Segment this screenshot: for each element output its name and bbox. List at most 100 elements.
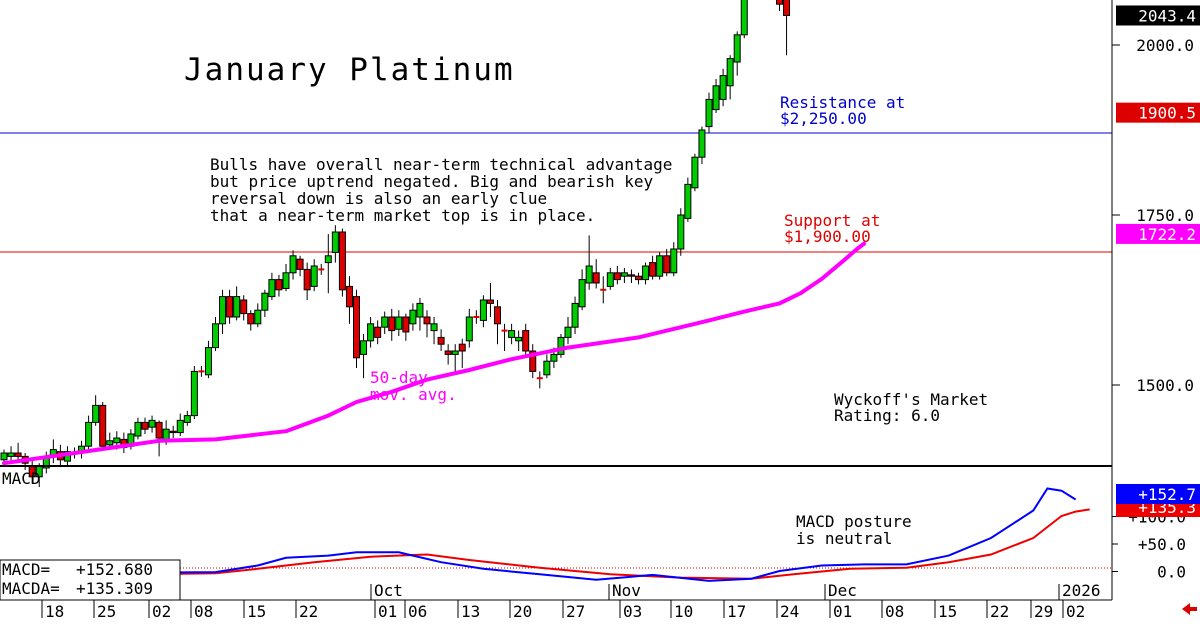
resistance-label-1: Resistance at [780, 93, 905, 112]
candle-body [684, 183, 692, 219]
candle-body [592, 272, 600, 284]
price-tag-support [1116, 102, 1200, 123]
candle-body [451, 350, 459, 355]
candle-body [423, 316, 431, 325]
candle-body [353, 296, 360, 359]
candle-body [430, 323, 438, 332]
candle-body [663, 255, 671, 274]
candle-body [733, 34, 741, 63]
candle-body [649, 262, 657, 277]
candle-body [670, 248, 678, 274]
date-tick-label: 25 [97, 602, 116, 621]
date-tick-label: 18 [45, 602, 64, 621]
resistance-label-2: $2,250.00 [780, 109, 867, 128]
macd-title: MACD [2, 469, 41, 488]
date-tick-label: 20 [513, 602, 532, 621]
date-tick-label: 01 [833, 602, 852, 621]
candle-body [183, 415, 191, 423]
candle-body [338, 231, 346, 291]
candle-body [226, 296, 234, 318]
macd-line [3, 487, 1077, 582]
candle-body [14, 452, 22, 457]
date-tick-label: 01 [378, 602, 397, 621]
rating-line-2: Rating: 6.0 [834, 406, 940, 425]
price-tick-label: 2000.0 [1136, 36, 1194, 55]
candle-body [169, 430, 177, 434]
candle-body [712, 85, 720, 111]
date-tick-label: 02 [152, 602, 171, 621]
candle-body [691, 156, 699, 189]
candle-body [698, 129, 706, 158]
comment-line-4: that a near-term market top is in place. [210, 206, 595, 225]
candle-body [247, 313, 255, 325]
candle-body [395, 316, 403, 330]
candle-body [381, 316, 389, 328]
macd-tick-label: 0.0 [1157, 563, 1186, 582]
candle-body [0, 452, 8, 461]
price-panel: January Platinum Resistance at $2,250.00… [0, 0, 1112, 487]
candle-body [479, 299, 487, 321]
candle-body [578, 279, 586, 308]
candle-body [141, 421, 149, 430]
candle-body [627, 274, 635, 277]
candle-body [240, 299, 248, 315]
candle-body [303, 268, 311, 291]
scroll-arrow-icon[interactable] [1182, 603, 1197, 615]
candle-body [458, 343, 466, 352]
date-tick-label: 03 [623, 602, 642, 621]
candle-body [360, 340, 368, 355]
month-label: Oct [374, 581, 403, 600]
comment-line-2: but price uptrend negated. Big and beari… [210, 172, 653, 191]
candle-body [92, 404, 100, 423]
candle-body [219, 296, 227, 325]
candle-body [113, 437, 121, 444]
macda-readout-label: MACDA= [2, 579, 60, 598]
macd-tick-label: +50.0 [1138, 535, 1186, 554]
candle-body [268, 279, 276, 298]
candle-body [388, 316, 396, 332]
candle-body [402, 316, 410, 333]
date-axis: 18 25 02 08 15 22 01 06 13 20 27 03 10 17 24 01 08 15 22 29… [0, 581, 1112, 621]
candle-body [85, 421, 93, 447]
date-tick-label: 22 [299, 602, 318, 621]
candle-body [486, 299, 494, 304]
candle-body [719, 75, 727, 100]
macd-note-2: is neutral [796, 529, 892, 548]
candle-body [494, 306, 501, 325]
candle-body [176, 419, 184, 434]
macd-tag-macd [1116, 484, 1200, 504]
candle-body [705, 98, 713, 128]
comment-line-3: reversal down is also an early clue [210, 189, 547, 208]
price-tag-text: 1722.2 [1138, 225, 1196, 244]
date-tick-label: 15 [938, 602, 957, 621]
candle-body [508, 330, 516, 338]
macda-readout-value: +135.309 [76, 579, 153, 598]
candle-body [564, 326, 572, 338]
date-tick-label: 02 [1066, 602, 1085, 621]
candle-body [367, 323, 375, 342]
candle-body [345, 285, 353, 308]
candle-body [190, 370, 198, 417]
candle-body [148, 419, 156, 428]
price-tick-label: 1500.0 [1136, 376, 1194, 395]
candle-body [550, 353, 558, 362]
date-tick-label: 08 [194, 602, 213, 621]
date-tick-label: 08 [885, 602, 904, 621]
date-tick-label: 06 [408, 602, 427, 621]
candle-body [776, 0, 783, 5]
macd-readout-value: +152.680 [76, 560, 153, 579]
candle-body [522, 330, 530, 352]
candle-body [331, 231, 339, 253]
candle-body [783, 0, 791, 16]
candle-body [635, 275, 642, 281]
candle-body [409, 309, 417, 325]
candle-body [529, 350, 537, 372]
candle-body [444, 350, 452, 355]
candle-body [275, 279, 283, 291]
candle-body [740, 0, 748, 36]
candle-body [465, 316, 473, 342]
macd-panel: MACD MACD posture is neutral MACD= +152.… [0, 466, 1113, 601]
support-label-2: $1,900.00 [784, 227, 871, 246]
candle-body [726, 58, 734, 87]
